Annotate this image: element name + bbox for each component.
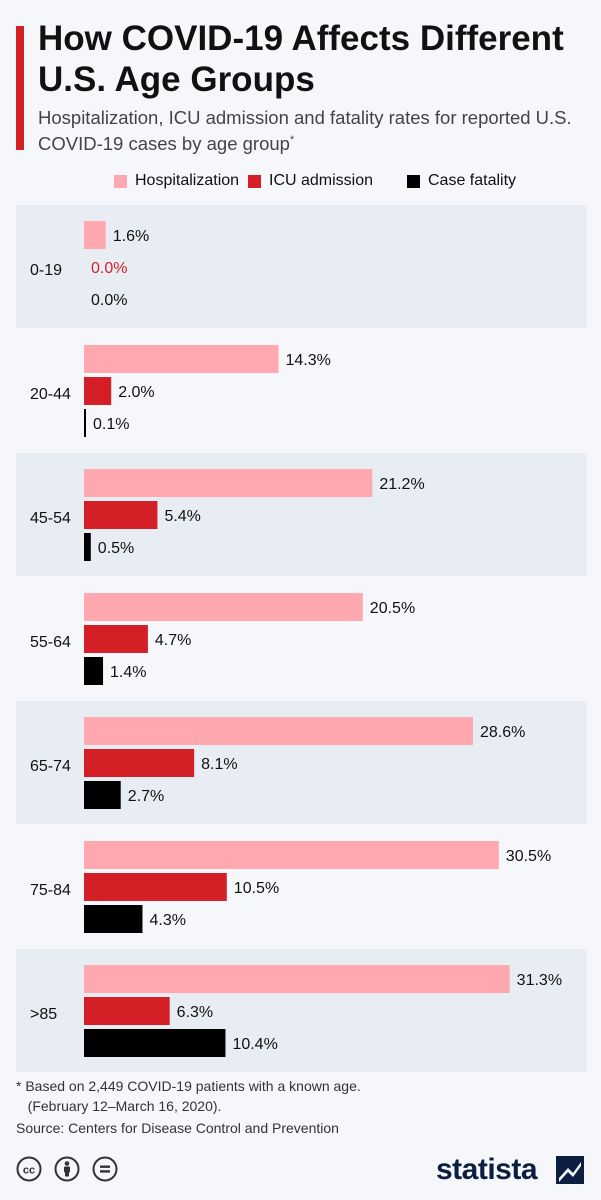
legend-label-icu: ICU admission <box>269 172 374 189</box>
bar-hospitalization-0-19 <box>84 221 106 249</box>
category-label-0-19: 0-19 <box>30 262 62 279</box>
chart-title: How COVID-19 Affects Different U.S. Age … <box>38 19 564 99</box>
legend: Hospitalization ICU admission Case fatal… <box>0 170 601 192</box>
bar-hospitalization-45-54 <box>84 469 373 497</box>
statista-mark-icon <box>556 1156 584 1184</box>
nd-icon <box>92 1156 118 1182</box>
legend-swatch-icu <box>248 175 261 188</box>
bar-hospitalization-75-84 <box>84 841 499 869</box>
data-label-fatality-55-64: 1.4% <box>110 664 146 681</box>
data-label-fatality-20-44: 0.1% <box>93 416 129 433</box>
bar-icu-75-84 <box>84 873 227 901</box>
source-note: Source: Centers for Disease Control and … <box>16 1120 339 1136</box>
data-label-icu-55-64: 4.7% <box>155 632 191 649</box>
data-label-icu-75-84: 10.5% <box>234 880 279 897</box>
subtitle-footnote-mark: * <box>289 134 295 146</box>
legend-label-fatality: Case fatality <box>428 172 517 189</box>
chart-subtitle: Hospitalization, ICU admission and fatal… <box>38 106 588 155</box>
data-label-hospitalization-55-64: 20.5% <box>370 600 415 617</box>
legend-label-hospitalization: Hospitalization <box>135 172 240 189</box>
subtitle-text: Hospitalization, ICU admission and fatal… <box>38 107 572 155</box>
data-label-hospitalization-65-74: 28.6% <box>480 724 525 741</box>
title-accent-bar <box>16 26 24 150</box>
bar-fatality-gt85 <box>84 1029 226 1057</box>
bar-hospitalization-gt85 <box>84 965 510 993</box>
category-label-45-54: 45-54 <box>30 510 71 527</box>
bar-icu-gt85 <box>84 997 170 1025</box>
bar-icu-20-44 <box>84 377 112 405</box>
category-label-75-84: 75-84 <box>30 882 71 899</box>
svg-text:cc: cc <box>23 1165 35 1177</box>
bar-icu-45-54 <box>84 501 158 529</box>
category-label-55-64: 55-64 <box>30 634 71 651</box>
legend-swatch-fatality <box>407 175 420 188</box>
bar-fatality-20-44 <box>84 409 86 437</box>
bar-fatality-55-64 <box>84 657 104 685</box>
bar-fatality-75-84 <box>84 905 143 933</box>
category-label-gt85: >85 <box>30 1006 57 1023</box>
data-label-fatality-gt85: 10.4% <box>232 1036 277 1053</box>
data-label-hospitalization-gt85: 31.3% <box>517 972 562 989</box>
data-label-icu-20-44: 2.0% <box>118 384 154 401</box>
bar-icu-55-64 <box>84 625 148 653</box>
category-label-20-44: 20-44 <box>30 386 71 403</box>
statista-wordmark: statista <box>436 1153 538 1186</box>
data-label-hospitalization-0-19: 1.6% <box>113 228 149 245</box>
statista-logo: statista <box>436 1150 586 1190</box>
by-icon <box>54 1156 80 1182</box>
data-label-fatality-65-74: 2.7% <box>128 788 164 805</box>
group-band-0-19 <box>16 205 587 328</box>
data-label-fatality-45-54: 0.5% <box>98 540 134 557</box>
data-label-hospitalization-75-84: 30.5% <box>506 848 551 865</box>
data-label-icu-65-74: 8.1% <box>201 756 237 773</box>
cc-icon: cc <box>16 1156 42 1182</box>
bar-hospitalization-20-44 <box>84 345 279 373</box>
bar-hospitalization-65-74 <box>84 717 473 745</box>
data-label-hospitalization-45-54: 21.2% <box>379 476 424 493</box>
footnote: * Based on 2,449 COVID-19 patients with … <box>16 1078 361 1114</box>
category-label-65-74: 65-74 <box>30 758 71 775</box>
bar-fatality-65-74 <box>84 781 121 809</box>
data-label-hospitalization-20-44: 14.3% <box>285 352 330 369</box>
bar-fatality-45-54 <box>84 533 91 561</box>
legend-swatch-hospitalization <box>114 175 127 188</box>
bar-hospitalization-55-64 <box>84 593 363 621</box>
data-label-icu-45-54: 5.4% <box>164 508 200 525</box>
bar-icu-65-74 <box>84 749 195 777</box>
data-label-icu-0-19: 0.0% <box>91 260 127 277</box>
data-label-fatality-0-19: 0.0% <box>91 292 127 309</box>
data-label-icu-gt85: 6.3% <box>177 1004 213 1021</box>
data-label-fatality-75-84: 4.3% <box>149 912 185 929</box>
